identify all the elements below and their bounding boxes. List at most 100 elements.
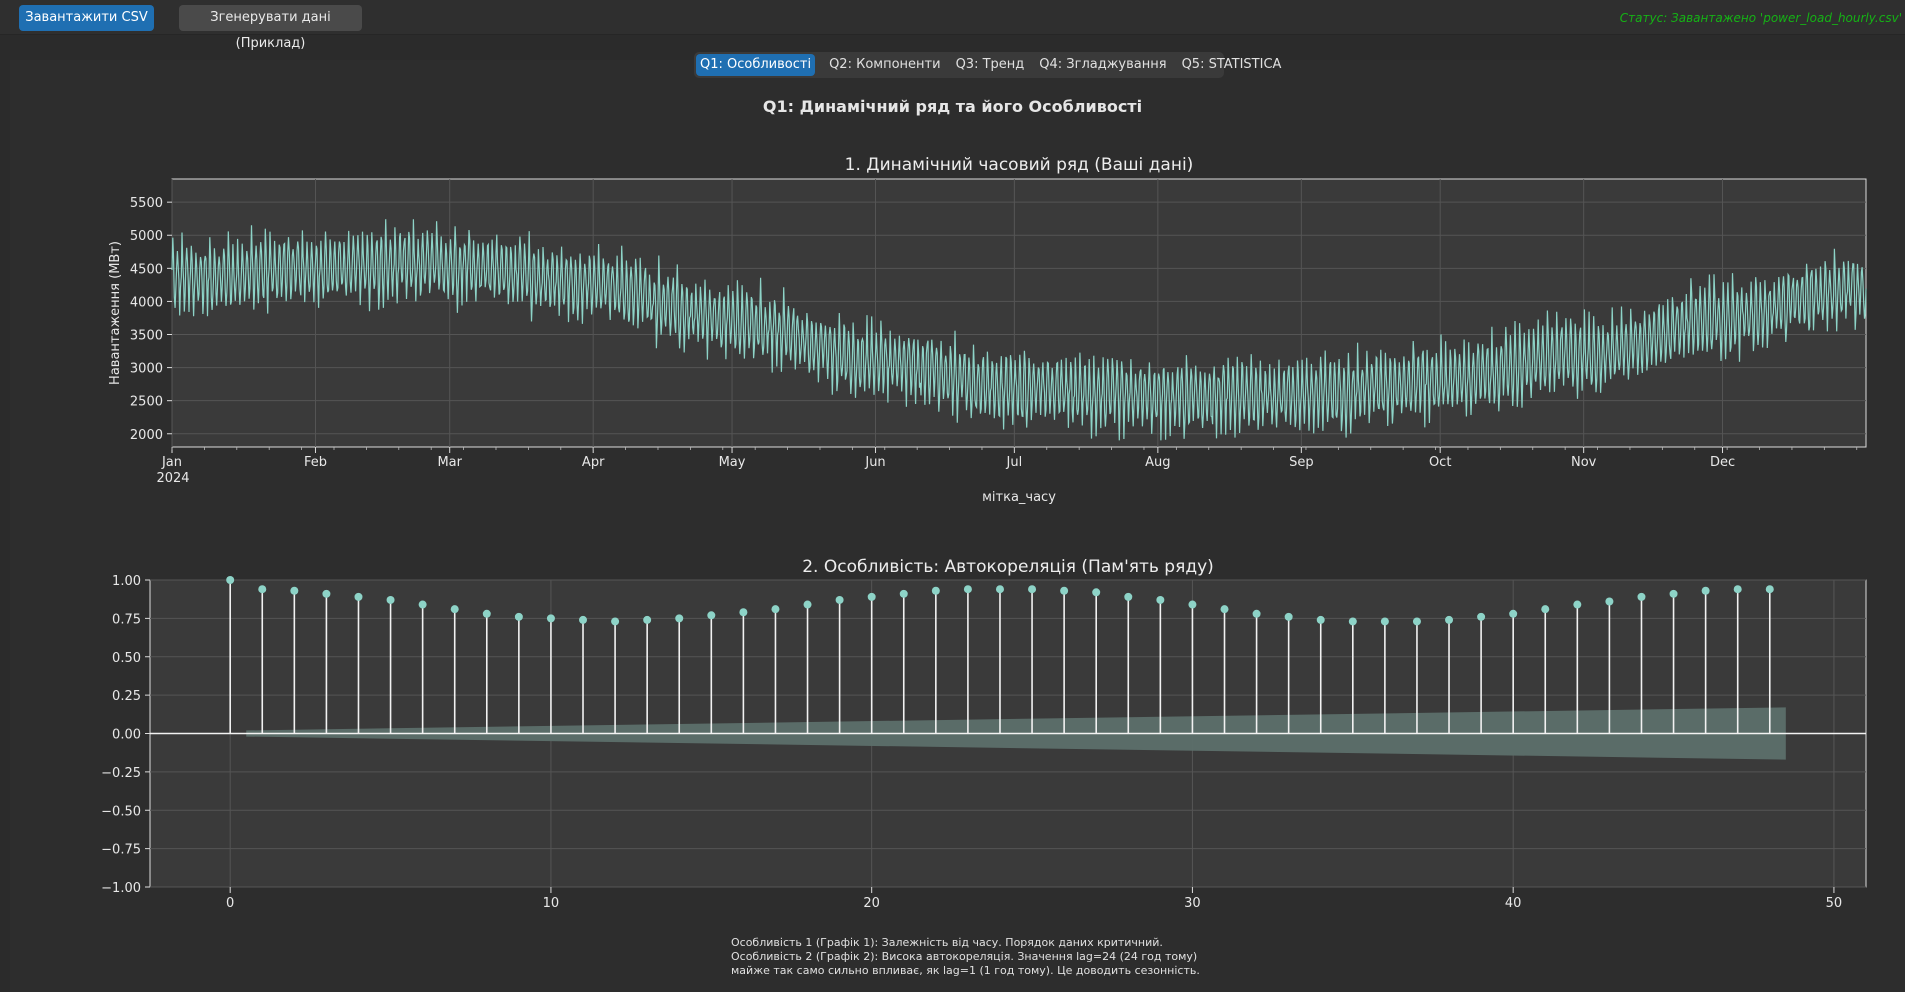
chart2-stem-point — [354, 592, 363, 601]
chart2-stem-point — [322, 589, 331, 598]
status-text: Статус: Завантажено 'power_load_hourly.c… — [1619, 11, 1902, 25]
note-line: Особливість 2 (Графік 2): Висока автокор… — [731, 950, 1198, 963]
chart2-stem-point — [1445, 615, 1454, 624]
chart1-x-tick-label: Sep — [1289, 455, 1314, 470]
chart1-x-tick-label: Mar — [437, 455, 462, 470]
chart1-y-tick-label: 4500 — [130, 262, 163, 277]
chart2-stem-point — [1220, 605, 1229, 614]
chart2-x-tick-label: 50 — [1826, 896, 1843, 911]
chart1-series-line — [171, 219, 1867, 441]
tab-q1[interactable]: Q1: Особливості — [696, 54, 816, 76]
generate-data-button[interactable]: Згенерувати дані (Приклад) — [179, 5, 362, 51]
chart2-x-tick-label: 30 — [1184, 896, 1201, 911]
chart2-stem-point — [579, 615, 588, 624]
chart2-y-tick-label: −0.75 — [101, 843, 141, 858]
chart2-stem-point — [226, 576, 235, 584]
chart2-y-tick-label: 1.00 — [112, 574, 141, 589]
chart2-stem-point — [1605, 597, 1614, 606]
chart2-y-tick-label: −1.00 — [101, 881, 141, 896]
chart1-x-tick-label: Oct — [1429, 455, 1451, 470]
chart2-stem-point — [867, 592, 876, 601]
chart2-stem-point — [1156, 595, 1165, 604]
chart1-y-tick-label: 3500 — [130, 329, 163, 344]
chart2-stem-point — [1188, 600, 1197, 609]
chart2-stem-point — [1765, 585, 1774, 594]
chart2-stem-point — [739, 608, 748, 617]
chart2-stem-point — [963, 585, 972, 594]
chart1-x-tick-label: Jul — [1006, 455, 1023, 470]
chart2-stem-point — [1252, 609, 1261, 618]
tab-bar: Q1: Особливості Q2: Компоненти Q3: Тренд… — [694, 52, 1281, 78]
chart2-stem-point — [1348, 617, 1357, 626]
chart2-stem-point — [1124, 592, 1133, 601]
chart1-x-ticks: Jan Feb Mar Apr May Jun Jul Aug Sep Oct Nov Dec — [161, 447, 1858, 470]
chart2-stem-point — [995, 585, 1004, 594]
chart2-x-tick-label: 10 — [543, 896, 560, 911]
chart1-y-tick-label: 5500 — [130, 196, 163, 211]
chart2-stem-point — [643, 615, 652, 624]
chart2-stem-point — [931, 586, 940, 595]
chart2-stem-point — [1669, 589, 1678, 598]
chart2-stem-point — [1316, 615, 1325, 624]
chart1-y-tick-label: 2500 — [130, 395, 163, 410]
chart2-y-tick-label: 0.00 — [112, 728, 141, 743]
chart1-x-tick-label: Feb — [304, 455, 327, 470]
chart2-stem-point — [803, 600, 812, 609]
chart1-x-tick-label: Jun — [864, 455, 885, 470]
chart1-y-ticks: 2000 2500 3000 3500 4000 4500 5000 5500 — [130, 196, 172, 443]
chart2-stem-point — [546, 614, 555, 623]
time-series-chart: 1. Динамічний часовий ряд (Ваші дані) 20… — [108, 155, 1867, 505]
chart2-y-tick-label: −0.50 — [101, 804, 141, 819]
chart2-stem-point — [450, 605, 459, 614]
chart2-stems — [226, 576, 1774, 734]
tab-q2[interactable]: Q2: Компоненти — [829, 57, 941, 72]
chart2-stem-point — [482, 609, 491, 618]
chart2-stem-point — [1541, 605, 1550, 614]
explanation-note: Особливість 1 (Графік 1): Залежність від… — [731, 936, 1200, 978]
chart2-title: 2. Особливість: Автокореляція (Пам'ять р… — [802, 557, 1214, 577]
chart2-stem-point — [1284, 612, 1293, 621]
chart1-x-tick-label: Nov — [1571, 455, 1597, 470]
chart2-x-tick-label: 0 — [226, 896, 234, 911]
chart2-stem-point — [1573, 600, 1582, 609]
chart2-stem-point — [611, 617, 620, 626]
chart1-year-label: 2024 — [156, 471, 189, 486]
tab-q5[interactable]: Q5: STATISTICA — [1181, 57, 1282, 72]
tab-q3[interactable]: Q3: Тренд — [955, 57, 1025, 72]
chart2-x-ticks: 0 10 20 30 40 50 — [226, 887, 1842, 911]
chart2-x-tick-label: 40 — [1505, 896, 1522, 911]
chart2-stem-point — [899, 589, 908, 598]
chart1-y-tick-label: 2000 — [130, 428, 163, 443]
chart1-y-tick-label: 3000 — [130, 362, 163, 377]
chart1-y-tick-label: 5000 — [130, 229, 163, 244]
chart2-stem-point — [514, 612, 523, 621]
chart2-x-tick-label: 20 — [863, 896, 880, 911]
chart1-title: 1. Динамічний часовий ряд (Ваші дані) — [845, 155, 1194, 175]
chart2-stem-point — [1060, 586, 1069, 595]
upload-csv-button[interactable]: Завантажити CSV — [19, 5, 154, 31]
chart1-x-tick-label: Jan — [161, 455, 182, 470]
tab-q4[interactable]: Q4: Згладжування — [1039, 57, 1167, 72]
chart2-stem-point — [1380, 617, 1389, 626]
acf-chart: 2. Особливість: Автокореляція (Пам'ять р… — [101, 557, 1867, 911]
chart2-stem-point — [1701, 586, 1710, 595]
chart1-x-tick-label: Dec — [1710, 455, 1735, 470]
chart2-stem-point — [675, 614, 684, 623]
chart1-x-tick-label: May — [719, 455, 746, 470]
note-line: майже так само сильно впливає, як lag=1 … — [731, 964, 1200, 977]
chart2-stem-point — [1733, 585, 1742, 594]
chart2-y-tick-label: 0.50 — [112, 651, 141, 666]
chart2-stem-point — [1412, 617, 1421, 626]
chart2-stem-point — [1477, 612, 1486, 621]
chart2-stem-point — [418, 600, 427, 609]
chart2-y-ticks: 1.00 0.75 0.50 0.25 0.00 −0.25 −0.50 −0.75 −1.00 — [101, 574, 150, 896]
chart1-y-label: Навантаження (МВт) — [108, 241, 123, 385]
chart1-y-tick-label: 4000 — [130, 295, 163, 310]
chart2-stem-point — [258, 585, 267, 594]
chart2-stem-point — [290, 586, 299, 595]
chart2-stem-point — [1028, 585, 1037, 594]
chart1-x-label: мітка_часу — [982, 490, 1056, 505]
chart2-stem-point — [835, 595, 844, 604]
chart2-stem-point — [771, 605, 780, 614]
chart2-stem-point — [1509, 609, 1518, 618]
